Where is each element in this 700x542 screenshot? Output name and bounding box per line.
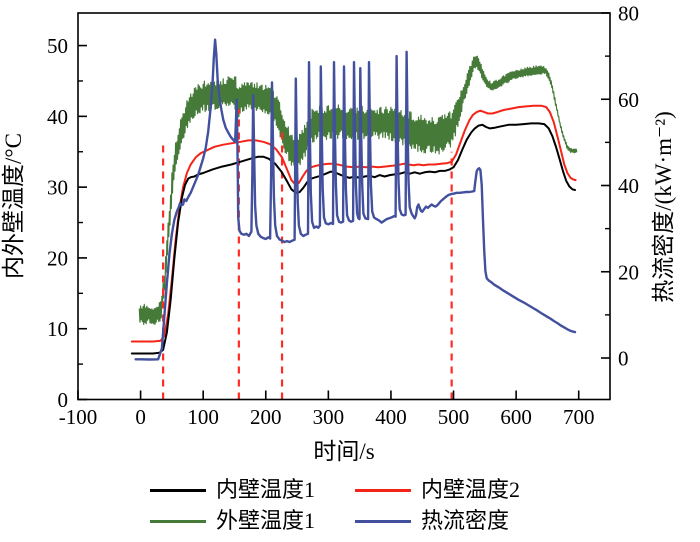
legend-label: 热流密度 — [421, 508, 510, 533]
y-left-axis-tick-label: 40 — [47, 105, 68, 129]
x-axis-tick-label: 300 — [313, 405, 345, 429]
y-left-axis-tick-label: 10 — [47, 317, 68, 341]
y-right-axis-tick-label: 0 — [618, 347, 629, 371]
y-right-axis-tick-label: 80 — [618, 2, 639, 26]
legend-label: 内壁温度2 — [421, 477, 521, 502]
x-axis-tick-label: 100 — [187, 405, 219, 429]
y-right-axis-title: 热流密度/(kW·m⁻²) — [651, 111, 676, 303]
x-axis-tick-label: 600 — [500, 405, 532, 429]
y-right-axis-tick-label: 20 — [618, 260, 639, 284]
legend-swatch — [355, 519, 412, 523]
legend-swatch — [355, 488, 412, 492]
series-heat-flux-line — [134, 38, 577, 361]
series-outer-wall-temp-1-band — [138, 55, 578, 325]
legend-label: 外壁温度1 — [216, 508, 316, 533]
y-left-axis-tick-label: 0 — [58, 388, 69, 412]
y-left-axis-tick-label: 50 — [47, 34, 68, 58]
legend-swatch — [150, 519, 206, 523]
y-left-axis-tick-label: 30 — [47, 176, 68, 200]
legend-item-1: 内壁温度1 — [150, 477, 315, 503]
x-axis-tick-label: 200 — [250, 405, 282, 429]
legend-item-4: 热流密度 — [355, 508, 520, 534]
legend-label: 内壁温度1 — [216, 477, 316, 502]
legend-item-3: 外壁温度1 — [150, 508, 315, 534]
plot-frame — [77, 12, 611, 401]
legend-item-2: 内壁温度2 — [355, 477, 520, 503]
legend-swatch — [150, 488, 206, 492]
x-axis-tick-label: 500 — [438, 405, 470, 429]
legend: 内壁温度1 内壁温度2 外壁温度1 热流密度 — [150, 477, 520, 534]
x-axis-tick-label: 400 — [375, 405, 407, 429]
x-axis-tick-label: -100 — [59, 405, 98, 429]
y-left-axis-tick-label: 20 — [47, 246, 68, 270]
x-axis-tick-label: 700 — [563, 405, 595, 429]
y-left-axis-title: 内外壁温度/°C — [1, 133, 26, 279]
x-axis-tick-label: 0 — [135, 405, 146, 429]
x-axis-title: 时间/s — [313, 439, 374, 464]
y-right-axis-tick-label: 40 — [618, 174, 639, 198]
y-right-axis-tick-label: 60 — [618, 88, 639, 112]
